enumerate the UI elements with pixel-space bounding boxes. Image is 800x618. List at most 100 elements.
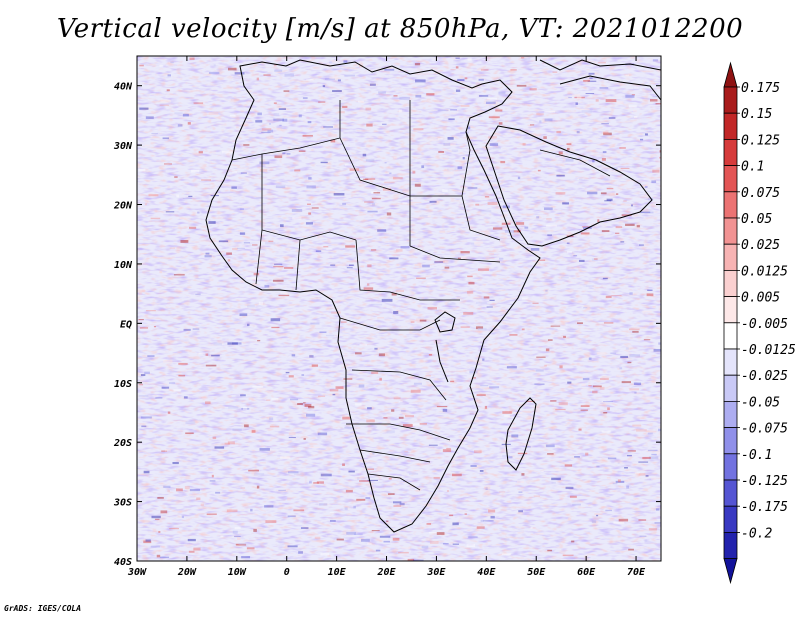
field-streak [452, 349, 457, 353]
field-streak [139, 64, 144, 67]
colorbar-label: 0.125 [741, 133, 780, 148]
field-streak [603, 131, 609, 134]
field-streak [138, 295, 141, 298]
colorbar-label: -0.05 [741, 395, 780, 410]
field-streak [318, 94, 321, 97]
field-streak [502, 205, 510, 209]
field-streak [644, 211, 654, 214]
colorbar-label: 0.15 [741, 107, 772, 122]
field-streak [414, 63, 421, 66]
field-streak [371, 303, 383, 306]
credit-label: GrADS: IGES/COLA [4, 604, 82, 613]
field-streak [644, 186, 648, 188]
field-streak [414, 245, 418, 247]
field-streak [506, 398, 509, 401]
field-streak [268, 123, 272, 125]
field-streak [232, 171, 238, 173]
field-streak [576, 130, 580, 134]
field-streak [581, 383, 586, 387]
field-streak [324, 78, 336, 80]
field-streak [621, 381, 631, 384]
field-streak [163, 163, 173, 165]
field-streak [388, 477, 392, 480]
field-streak [565, 486, 574, 490]
field-streak [485, 487, 488, 490]
field-streak [551, 477, 561, 481]
field-streak [613, 521, 625, 524]
field-streak [269, 417, 274, 421]
field-streak [412, 170, 416, 174]
field-streak [629, 292, 633, 295]
field-streak [365, 107, 372, 111]
field-streak [298, 551, 303, 554]
field-streak [298, 451, 306, 454]
field-streak [559, 365, 563, 369]
field-streak [167, 490, 170, 492]
field-streak [429, 540, 439, 544]
field-streak [297, 402, 303, 405]
field-streak [316, 481, 324, 484]
field-streak [147, 355, 155, 358]
field-streak [507, 456, 513, 459]
field-streak [607, 407, 610, 411]
field-streak [656, 451, 661, 455]
field-streak [227, 342, 238, 345]
lon-tick-label: 30W [127, 567, 147, 578]
colorbar-label: -0.075 [741, 422, 788, 437]
field-streak [288, 437, 296, 439]
field-streak [526, 446, 531, 448]
field-streak [326, 248, 333, 250]
field-streak [419, 215, 428, 217]
field-streak [205, 401, 211, 405]
field-streak [358, 384, 365, 388]
field-streak [193, 547, 201, 551]
field-streak [138, 395, 149, 397]
field-streak [477, 268, 489, 271]
field-streak [427, 282, 436, 285]
field-streak [488, 116, 500, 119]
field-streak [621, 214, 632, 217]
field-streak [487, 97, 497, 100]
field-streak [631, 94, 636, 96]
lat-tick-label: 30N [113, 141, 133, 152]
field-streak [195, 291, 198, 295]
field-streak [516, 84, 527, 87]
field-streak [596, 465, 600, 468]
field-highlights [137, 57, 661, 561]
field-streak [580, 409, 588, 411]
colorbar-bottom-arrow [723, 558, 738, 585]
field-streak [545, 444, 555, 448]
field-streak [642, 310, 652, 313]
field-streak [466, 544, 476, 547]
field-streak [487, 202, 498, 206]
field-streak [616, 375, 625, 377]
field-streak [208, 468, 213, 470]
colorbar-label: -0.005 [741, 317, 788, 332]
field-streak [353, 505, 356, 509]
field-streak [304, 465, 313, 468]
field-streak [475, 203, 480, 206]
field-streak [200, 503, 204, 506]
field-streak [658, 342, 661, 345]
field-streak [398, 109, 402, 113]
field-streak [547, 453, 554, 455]
field-streak [145, 539, 151, 542]
field-streak [169, 382, 176, 384]
field-streak [271, 543, 283, 546]
field-streak [601, 123, 609, 125]
field-streak [304, 404, 312, 407]
field-streak [322, 85, 326, 88]
field-streak [192, 328, 200, 330]
field-streak [175, 490, 185, 492]
field-streak [550, 325, 561, 327]
field-streak [513, 230, 521, 233]
colorbar-label: -0.025 [741, 369, 788, 384]
field-streak [342, 466, 347, 469]
field-streak [546, 224, 557, 228]
field-streak [625, 347, 629, 350]
field-streak [191, 169, 200, 173]
field-streak [208, 112, 219, 115]
colorbar-label: 0.005 [741, 291, 780, 306]
field-streak [264, 505, 274, 508]
field-streak [588, 357, 592, 360]
